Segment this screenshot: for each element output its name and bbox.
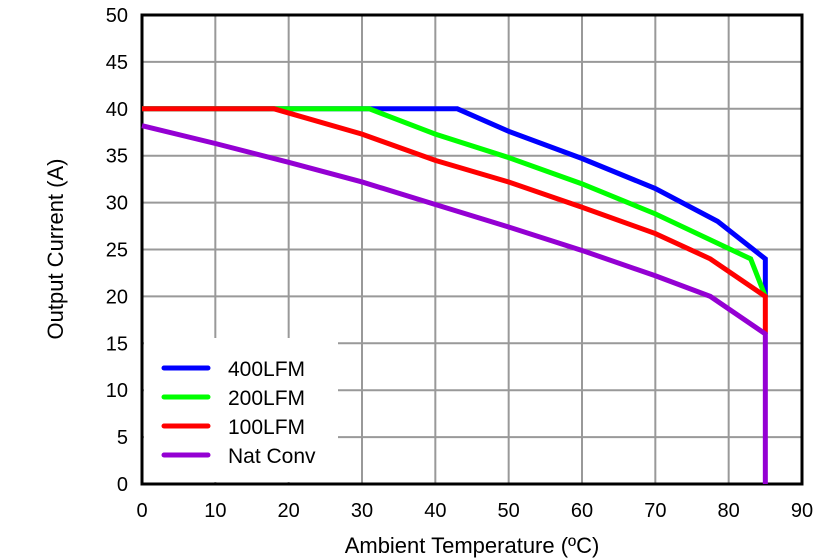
x-axis-label: Ambient Temperature (ºC): [345, 533, 600, 558]
x-tick-label: 0: [136, 500, 147, 522]
y-tick-label: 10: [106, 380, 128, 402]
x-tick-label: 90: [791, 500, 813, 522]
series-line-nat-conv: [141, 123, 768, 484]
legend-label: Nat Conv: [228, 445, 316, 468]
y-tick-label: 20: [106, 286, 128, 308]
legend: 400LFM 200LFM 100LFM Nat Conv: [144, 338, 338, 482]
series-line-400lfm: [142, 106, 768, 297]
legend-label: 400LFM: [228, 358, 305, 381]
y-tick-label: 25: [106, 240, 128, 262]
y-tick-label: 35: [106, 146, 128, 168]
x-tick-label: 80: [718, 500, 740, 522]
x-tick-label: 70: [644, 500, 666, 522]
tick-labels: 0 10 20 30 40 50 60 70 80 90 0 5 10 15 20 25 30 35 40 45 50: [106, 5, 813, 522]
x-tick-label: 40: [424, 500, 446, 522]
series-lines: [141, 106, 768, 484]
x-tick-label: 60: [571, 500, 593, 522]
x-tick-label: 10: [204, 500, 226, 522]
series-line-100lfm: [142, 106, 768, 334]
y-tick-label: 5: [117, 427, 128, 449]
x-tick-label: 50: [498, 500, 520, 522]
legend-label: 100LFM: [228, 416, 305, 439]
legend-box: [144, 338, 338, 482]
x-tick-label: 20: [278, 500, 300, 522]
y-tick-label: 50: [106, 5, 128, 27]
y-tick-label: 45: [106, 52, 128, 74]
legend-label: 200LFM: [228, 387, 305, 410]
y-axis-label: Output Current (A): [43, 159, 68, 340]
plot-frame: [140, 13, 804, 486]
y-tick-label: 15: [106, 333, 128, 355]
y-tick-label: 0: [117, 474, 128, 496]
y-tick-label: 40: [106, 99, 128, 121]
x-tick-label: 30: [351, 500, 373, 522]
y-tick-label: 30: [106, 193, 128, 215]
series-line-200lfm: [142, 106, 768, 298]
